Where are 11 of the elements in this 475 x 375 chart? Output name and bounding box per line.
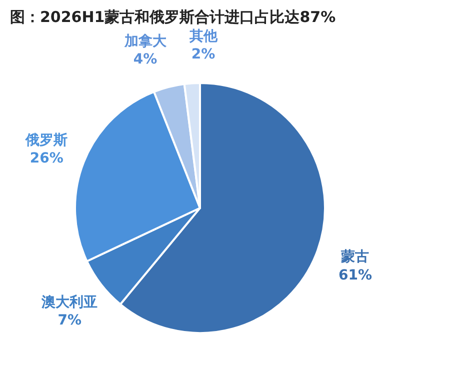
slice-label: 加拿大	[123, 33, 168, 50]
slice-label: 其他	[188, 28, 218, 45]
slice-label: 澳大利亚	[40, 294, 98, 310]
data-label: 61%	[338, 267, 372, 284]
data-label: 4%	[133, 52, 158, 68]
data-label: 7%	[58, 312, 82, 329]
slice-label: 蒙古	[340, 249, 370, 266]
data-label: 26%	[30, 150, 64, 167]
chart-title: 图：2026H1蒙古和俄罗斯合计进口占比达87%	[10, 8, 336, 26]
slice-label: 俄罗斯	[24, 132, 68, 148]
data-label: 2%	[191, 46, 216, 63]
